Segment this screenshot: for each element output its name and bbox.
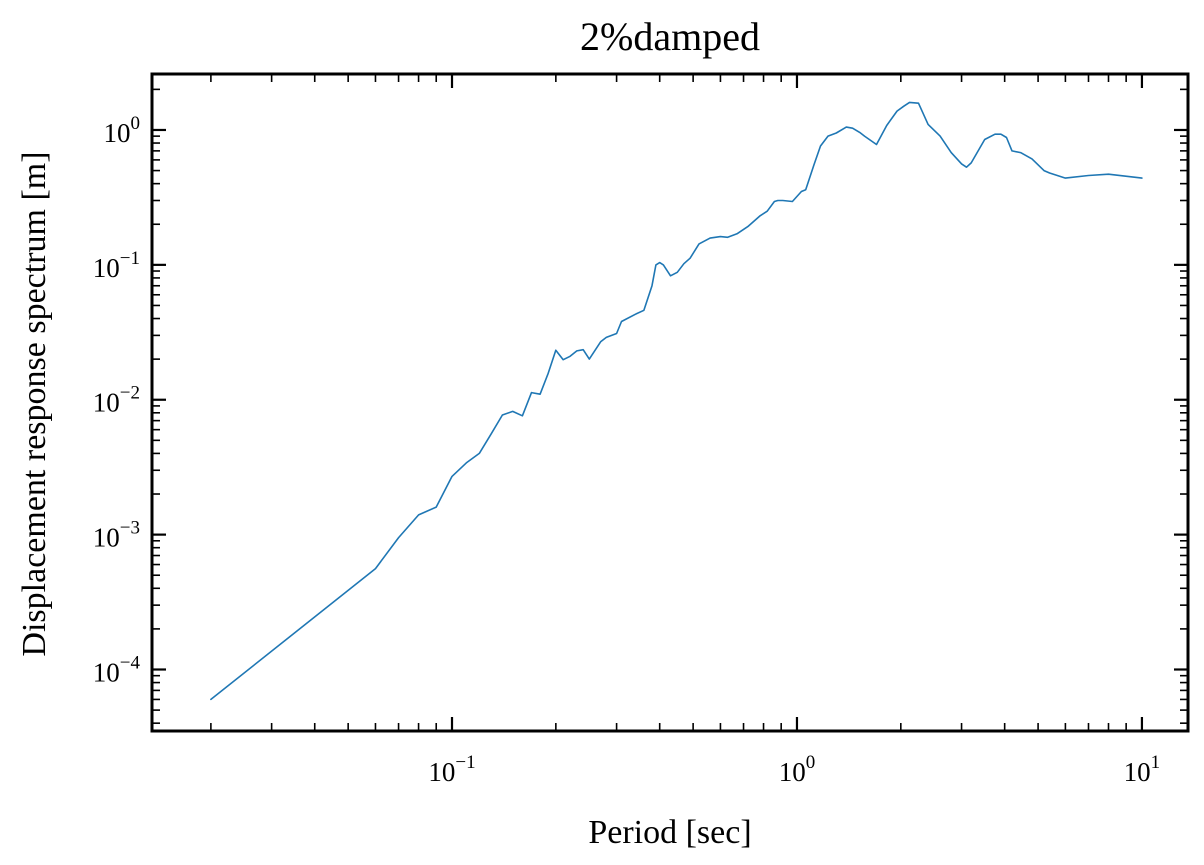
y-tick-label: 10−1	[93, 248, 140, 283]
y-tick-label: 100	[104, 113, 141, 148]
y-tick-label: 10−2	[93, 383, 140, 418]
chart-title: 2%damped	[580, 14, 760, 59]
series-line	[210, 101, 1143, 701]
x-tick-label: 101	[1124, 752, 1161, 787]
y-tick-label: 10−3	[93, 518, 140, 553]
y-axis-label: Displacement response spectrum [m]	[16, 151, 53, 656]
plot-frame	[150, 72, 1190, 733]
x-axis-label: Period [sec]	[588, 814, 751, 851]
x-tick-label: 10−1	[428, 752, 475, 787]
y-tick-label: 10−4	[93, 653, 141, 688]
x-tick-label: 100	[779, 752, 816, 787]
plot-area: 10−1 100 101 10−4 10−3 10−2 10−1 100	[93, 72, 1190, 787]
